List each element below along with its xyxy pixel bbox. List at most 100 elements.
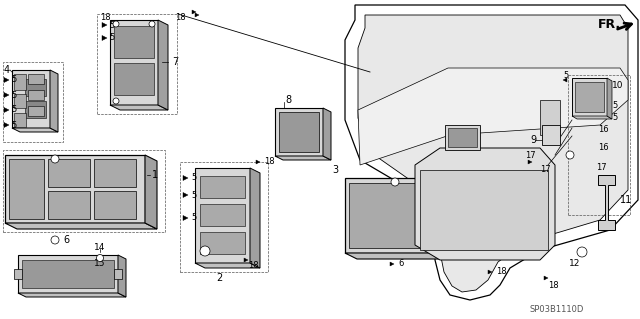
Polygon shape [102,35,107,41]
Polygon shape [183,175,188,181]
Polygon shape [250,168,260,268]
Polygon shape [4,78,9,83]
Text: 5: 5 [11,91,16,100]
Bar [200,204,245,226]
Circle shape [97,255,104,262]
Bar [420,170,548,250]
Bar [48,191,90,219]
Bar [114,269,122,279]
Text: 5: 5 [191,190,196,199]
Text: 14: 14 [94,243,106,253]
Text: 18: 18 [100,12,111,21]
Circle shape [200,246,210,256]
Polygon shape [563,78,567,82]
Bar [540,100,560,135]
Bar [572,78,607,116]
Polygon shape [195,263,260,268]
Bar [279,112,319,152]
Bar [445,125,480,150]
Bar [349,183,427,248]
Text: 2: 2 [216,273,222,283]
Bar [26,101,46,118]
Bar [3,150,165,232]
Polygon shape [607,78,612,119]
Bar [180,162,268,272]
Text: 7: 7 [172,57,179,67]
Polygon shape [528,160,532,164]
Polygon shape [358,15,628,292]
Text: 5: 5 [11,106,16,115]
Bar [97,14,177,114]
Text: 18: 18 [248,262,259,271]
Text: 5: 5 [612,100,617,109]
Text: 13: 13 [526,213,538,223]
Text: 18: 18 [264,158,275,167]
Bar [48,159,90,187]
Polygon shape [415,148,555,260]
Circle shape [51,155,59,163]
Text: 5: 5 [109,20,115,29]
Polygon shape [183,216,188,220]
Polygon shape [323,108,331,160]
Bar [542,125,560,145]
Polygon shape [390,262,394,266]
Polygon shape [145,155,157,229]
Bar [9,159,44,219]
Bar [22,260,114,288]
Polygon shape [118,255,126,297]
Bar [94,191,136,219]
Bar [475,183,515,248]
Circle shape [391,178,399,186]
Text: 8: 8 [285,95,291,105]
Bar [448,128,477,147]
Text: 11: 11 [620,195,632,205]
Text: 4: 4 [4,65,10,75]
Bar [431,183,471,248]
Text: 5: 5 [11,76,16,85]
Polygon shape [18,293,126,297]
Bar [345,178,520,253]
Polygon shape [488,270,492,274]
Polygon shape [195,13,199,17]
Text: 1: 1 [152,170,158,180]
Bar [5,155,145,223]
Text: 18: 18 [548,280,559,290]
Bar [114,63,154,95]
Text: FR.: FR. [598,19,621,32]
Text: 5: 5 [563,70,568,79]
Polygon shape [572,116,612,119]
Polygon shape [4,122,9,128]
Bar [14,74,26,90]
Polygon shape [358,68,628,165]
Bar [28,106,44,116]
Polygon shape [4,108,9,113]
Circle shape [149,21,155,27]
Polygon shape [102,23,107,27]
Bar [110,20,158,105]
Text: 6: 6 [398,259,403,269]
Polygon shape [244,258,248,262]
Bar [28,90,44,100]
Bar [200,232,245,254]
Bar [568,75,630,215]
Text: 5: 5 [191,213,196,222]
Bar [14,269,22,279]
Polygon shape [598,175,615,230]
Text: 15: 15 [94,259,106,269]
Text: 5: 5 [109,33,115,42]
Bar [26,79,46,96]
Text: 10: 10 [612,80,623,90]
Circle shape [51,236,59,244]
Bar [18,255,118,293]
Bar [12,70,50,128]
Polygon shape [275,156,331,160]
Bar [14,113,26,127]
Polygon shape [50,70,58,132]
Bar [3,62,63,142]
Bar [275,108,323,156]
Polygon shape [544,276,548,280]
Circle shape [113,98,119,104]
Text: SP03B1110D: SP03B1110D [530,306,584,315]
Text: 18: 18 [175,13,186,23]
Polygon shape [4,93,9,98]
